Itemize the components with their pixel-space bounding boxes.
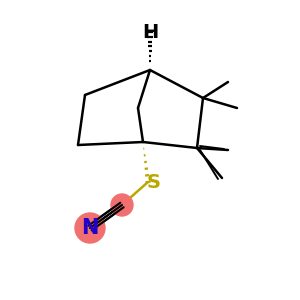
- Circle shape: [75, 213, 105, 243]
- Text: N: N: [81, 218, 99, 238]
- Circle shape: [111, 194, 133, 216]
- Text: S: S: [147, 173, 161, 193]
- Text: H: H: [142, 22, 158, 41]
